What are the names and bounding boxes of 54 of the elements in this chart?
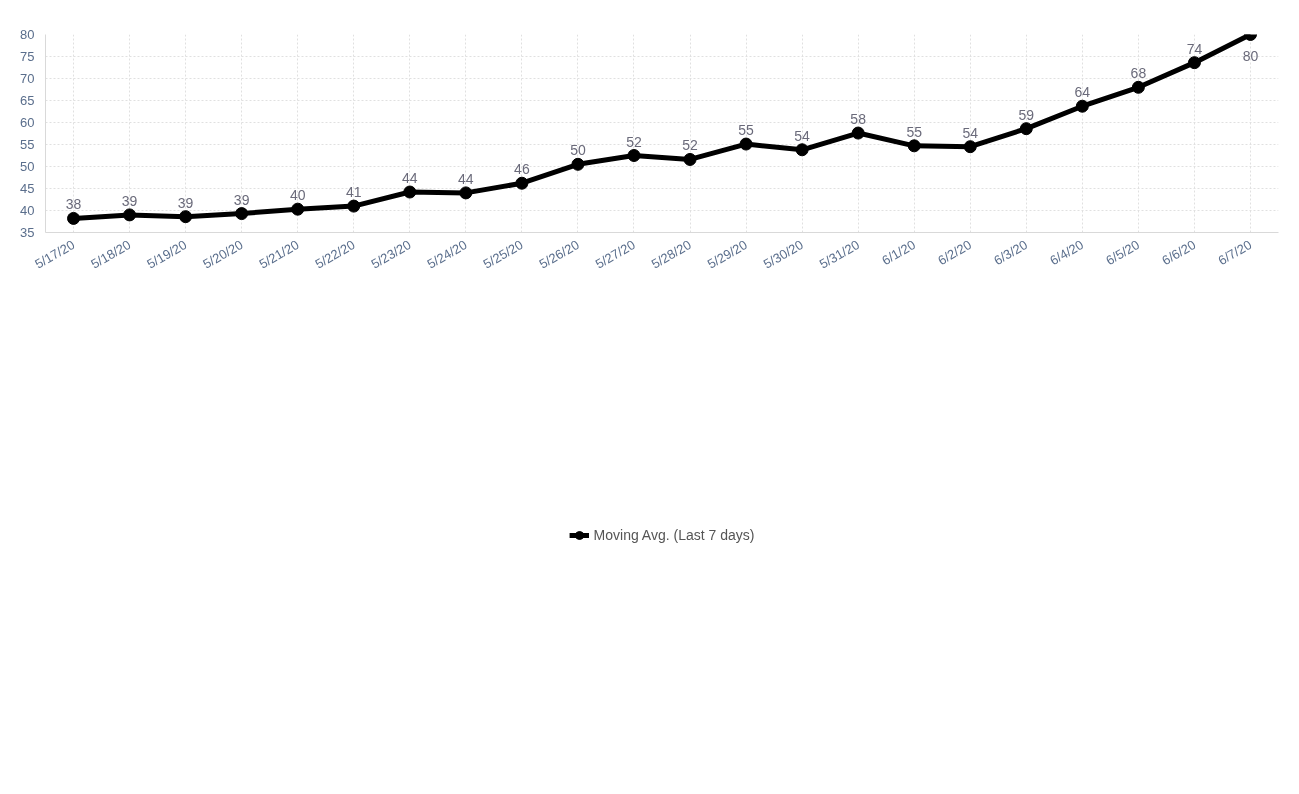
y-tick-label: 60: [20, 115, 35, 130]
point: [123, 208, 137, 222]
y-tick-label: 40: [20, 203, 35, 218]
y-tick-label: 80: [20, 27, 35, 42]
legend-label: Moving Avg. (Last 7 days): [593, 527, 755, 543]
data-label: 44: [402, 170, 418, 187]
point: [795, 143, 809, 157]
point: [347, 199, 361, 213]
data-label: 68: [1130, 65, 1147, 82]
point: [1075, 99, 1089, 113]
y-tick-label: 65: [20, 93, 35, 108]
point: [627, 149, 641, 162]
point: [683, 152, 697, 166]
data-label: 52: [682, 137, 699, 154]
point: [403, 185, 417, 199]
data-label: 39: [233, 191, 250, 208]
point: [907, 139, 921, 153]
data-label: 80: [1242, 47, 1259, 64]
point: [1187, 56, 1201, 70]
y-tick-label: 50: [20, 159, 35, 174]
data-label: 64: [1074, 84, 1091, 101]
y-tick-label: 55: [20, 137, 35, 152]
point: [1019, 122, 1033, 136]
data-label: 46: [514, 161, 530, 178]
point: [851, 126, 865, 140]
data-label: 74: [1186, 40, 1203, 57]
point: [739, 137, 753, 151]
point: [67, 211, 81, 225]
point: [291, 202, 305, 216]
y-tick-label: 45: [20, 181, 35, 196]
data-label: 58: [850, 111, 867, 128]
data-label: 55: [906, 123, 923, 140]
data-label: 59: [1018, 106, 1035, 123]
y-tick-label: 70: [20, 71, 35, 86]
data-label: 39: [177, 194, 194, 211]
point: [571, 157, 585, 171]
y-tick-label: 75: [20, 49, 35, 64]
point: [1131, 80, 1145, 94]
data-label: 54: [962, 124, 979, 141]
data-label: 39: [121, 192, 138, 209]
data-label: 40: [289, 187, 306, 204]
data-label: 38: [65, 196, 82, 213]
point: [963, 140, 977, 154]
data-label: 44: [458, 170, 474, 187]
data-label: 54: [794, 127, 811, 144]
point: [179, 210, 193, 224]
point: [235, 207, 249, 221]
data-label: 41: [345, 184, 362, 201]
data-label: 50: [570, 142, 586, 159]
y-tick-label: 35: [20, 225, 35, 240]
data-label: 52: [626, 133, 642, 150]
point: [515, 176, 529, 190]
point: [459, 186, 473, 200]
data-label: 55: [738, 122, 755, 139]
